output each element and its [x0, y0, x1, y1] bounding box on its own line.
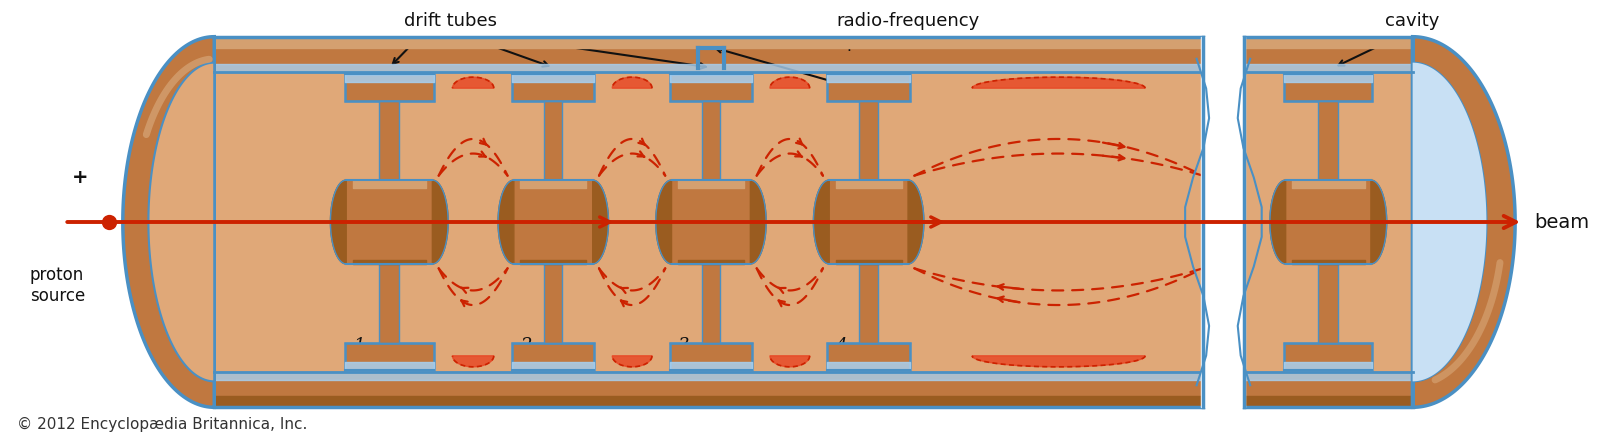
Bar — [1286, 180, 1371, 264]
Text: +: + — [72, 168, 88, 187]
Bar — [346, 343, 434, 370]
Bar — [702, 264, 720, 343]
Text: proton
source: proton source — [30, 266, 85, 305]
Polygon shape — [592, 180, 608, 264]
Bar — [379, 264, 398, 343]
Bar — [379, 101, 398, 180]
Polygon shape — [973, 356, 1146, 367]
Text: 1: 1 — [354, 337, 365, 355]
Polygon shape — [613, 77, 651, 88]
Polygon shape — [973, 77, 1146, 88]
Bar — [670, 343, 752, 370]
Polygon shape — [331, 180, 346, 264]
Text: cavity: cavity — [1386, 12, 1440, 31]
Text: 2: 2 — [520, 337, 531, 355]
Polygon shape — [770, 77, 810, 88]
Polygon shape — [770, 356, 810, 367]
Bar — [1318, 101, 1338, 180]
Polygon shape — [1270, 180, 1286, 264]
Polygon shape — [149, 63, 214, 381]
Polygon shape — [1371, 180, 1387, 264]
Text: 3: 3 — [678, 337, 690, 355]
Bar — [544, 264, 563, 343]
Polygon shape — [1413, 63, 1486, 381]
Polygon shape — [432, 180, 448, 264]
Text: radio-frequency
power source: radio-frequency power source — [837, 12, 979, 51]
Text: © 2012 Encyclopædia Britannica, Inc.: © 2012 Encyclopædia Britannica, Inc. — [18, 416, 307, 432]
Text: n: n — [1323, 337, 1334, 355]
Bar — [514, 180, 592, 264]
Bar — [1285, 74, 1373, 101]
Bar — [670, 74, 752, 101]
Bar — [512, 343, 595, 370]
Polygon shape — [750, 180, 766, 264]
Bar — [512, 74, 595, 101]
Polygon shape — [498, 180, 514, 264]
Text: 4: 4 — [835, 337, 846, 355]
Polygon shape — [123, 37, 214, 407]
Polygon shape — [813, 180, 829, 264]
Bar — [702, 101, 720, 180]
Polygon shape — [613, 356, 651, 367]
Text: beam: beam — [1534, 213, 1589, 231]
Bar — [346, 74, 434, 101]
Polygon shape — [656, 180, 672, 264]
Polygon shape — [909, 180, 923, 264]
Polygon shape — [1413, 37, 1515, 407]
Bar — [1285, 343, 1373, 370]
Bar — [827, 74, 910, 101]
Bar — [827, 343, 910, 370]
Bar — [346, 180, 432, 264]
Bar — [859, 264, 878, 343]
Polygon shape — [453, 356, 494, 367]
Bar — [544, 101, 563, 180]
Bar — [672, 180, 750, 264]
Polygon shape — [453, 77, 494, 88]
Polygon shape — [1413, 63, 1486, 381]
Text: drift tubes: drift tubes — [405, 12, 498, 31]
Bar — [1318, 264, 1338, 343]
Bar — [859, 101, 878, 180]
Bar — [829, 180, 909, 264]
